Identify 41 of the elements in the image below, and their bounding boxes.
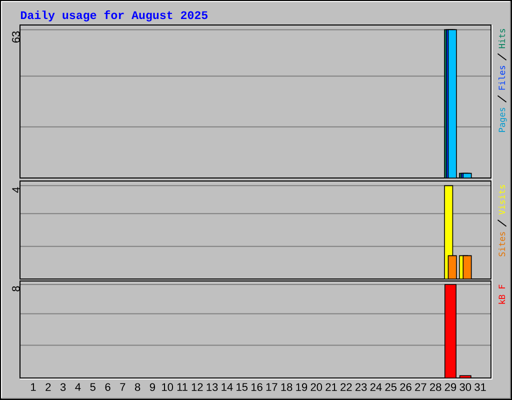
x-tick-label: 12 [192, 383, 203, 391]
x-tick-label: 23 [356, 383, 367, 391]
chart-title: Daily usage for August 2025 [20, 10, 208, 22]
x-tick-label: 27 [415, 383, 426, 391]
x-tick-label: 31 [474, 383, 486, 391]
x-tick-label: 3 [60, 383, 66, 391]
x-tick-label: 16 [251, 383, 262, 391]
y-tick-label: 63 [12, 31, 20, 43]
x-tick-label: 1 [31, 383, 36, 391]
x-tick-label: 19 [296, 383, 308, 391]
x-tick-label: 7 [120, 383, 126, 391]
x-tick-label: 15 [236, 383, 248, 391]
x-tick-label: 10 [162, 383, 174, 391]
text: kB F [498, 284, 506, 304]
x-tick-label: 22 [340, 383, 352, 391]
y-tick-label: 4 [12, 187, 20, 193]
x-tick-label: 24 [370, 383, 382, 391]
x-tick-label: 17 [266, 383, 278, 391]
x-tick-label: 6 [105, 383, 110, 391]
x-tick-label: 14 [222, 383, 233, 391]
x-tick-label: 29 [444, 383, 456, 391]
x-tick-label: 28 [430, 383, 442, 391]
legend-label: Files [498, 66, 506, 90]
text: Visits [498, 185, 506, 215]
x-tick-label: 25 [385, 383, 397, 391]
x-tick-label: 8 [134, 383, 140, 391]
x-tick-label: 11 [177, 383, 188, 391]
y-tick-label: 8 [12, 286, 20, 292]
x-tick-label: 21 [326, 383, 337, 391]
x-tick-label: 26 [400, 383, 412, 391]
x-tick-label: 18 [281, 383, 292, 391]
text: Hits [498, 29, 506, 48]
x-tick-label: 30 [460, 383, 472, 391]
x-tick-label: 2 [46, 383, 51, 391]
x-tick-label: 5 [90, 383, 96, 391]
x-tick-label: 20 [310, 383, 322, 391]
x-tick-label: 13 [206, 383, 218, 391]
legend-label: Pages [498, 108, 507, 132]
legend-label: Sites [498, 232, 506, 256]
x-tick-label: 4 [75, 383, 81, 391]
x-tick-label: 9 [150, 383, 156, 391]
